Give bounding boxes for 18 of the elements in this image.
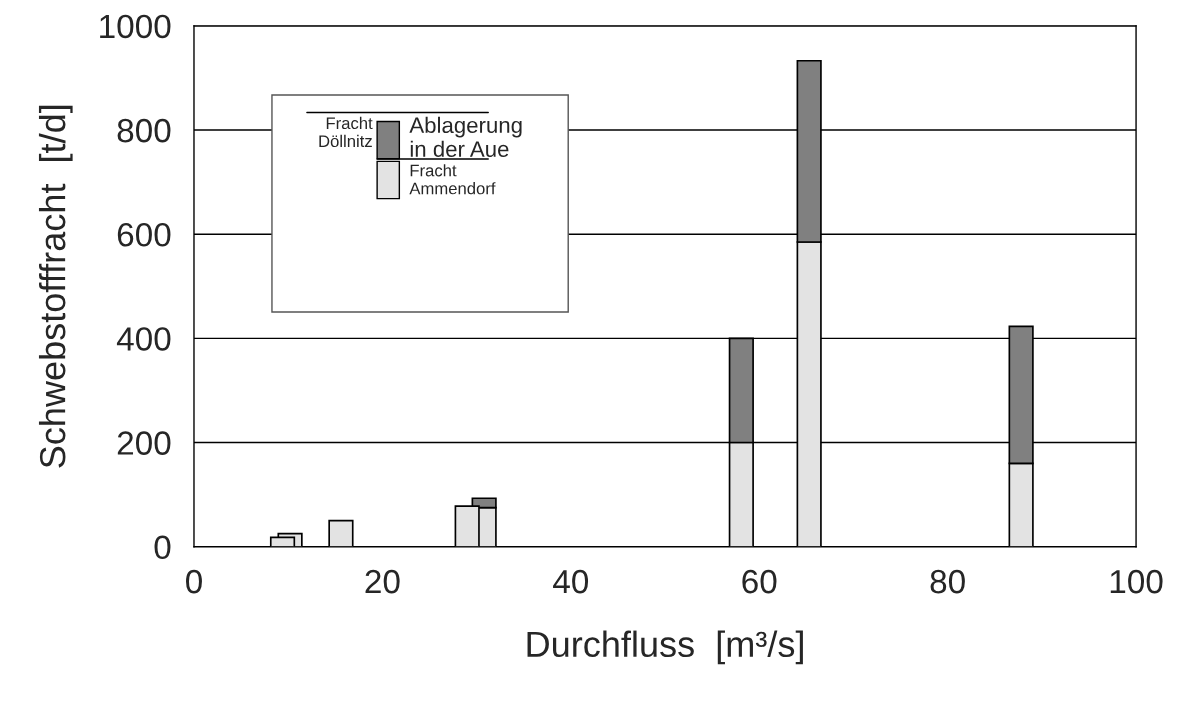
y-tick-label: 600 <box>117 222 171 247</box>
legend-label: Fracht Ammendorf <box>409 164 496 195</box>
x-tick-label: 40 <box>553 569 589 594</box>
y-tick-label: 800 <box>117 118 171 143</box>
legend-label: Ablagerung in der Aue <box>409 116 522 157</box>
bar <box>328 519 354 547</box>
y-tick-label: 400 <box>116 327 171 351</box>
x-tick-label: 80 <box>930 569 965 594</box>
x-tick-label: 60 <box>742 569 777 594</box>
annotation: Fracht Döllnitz <box>319 116 373 148</box>
x-tick-label: 20 <box>365 569 400 594</box>
y-tick-label: 0 <box>154 535 171 560</box>
x-tick-label: 0 <box>186 569 202 594</box>
y-tick-label: 200 <box>117 431 171 455</box>
y-axis-title: Schwebstofffracht [t/d] <box>38 105 73 468</box>
x-axis-title: Durchfluss [m³/s] <box>527 630 803 665</box>
x-tick-label: 100 <box>1110 569 1163 594</box>
y-tick-label: 1000 <box>100 14 171 39</box>
